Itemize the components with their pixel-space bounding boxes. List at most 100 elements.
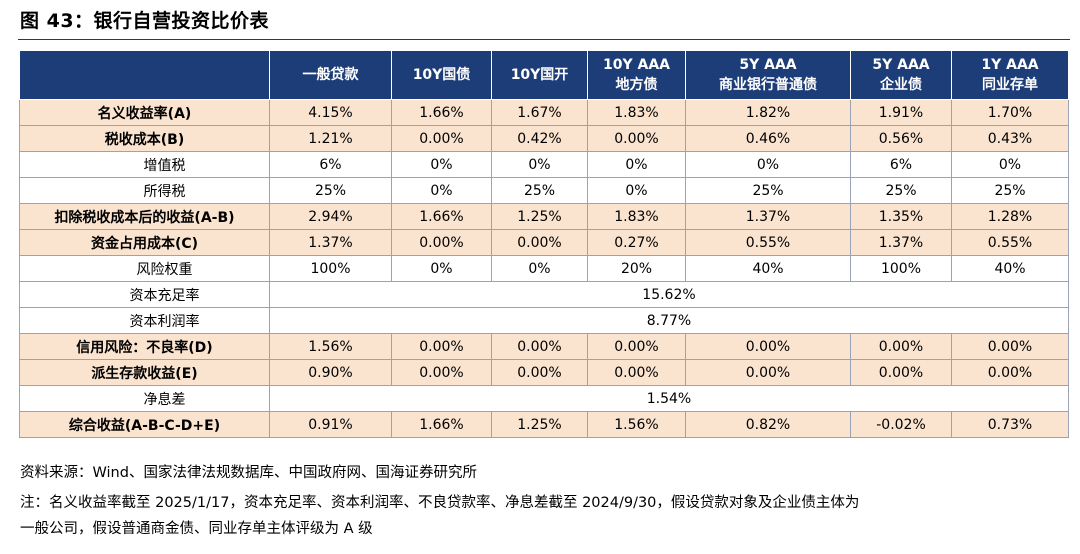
merged-value-cell: 1.54% [269, 385, 1069, 412]
table-row: 资本充足率 15.62% [19, 281, 1069, 308]
value-cell: 1.83% [587, 203, 686, 230]
merged-value-cell: 8.77% [269, 307, 1069, 334]
column-header-line1: 10Y国开 [510, 67, 569, 83]
value-cell: 25% [269, 177, 392, 204]
value-cell: 0.00% [391, 333, 492, 360]
value-cell: 0.00% [685, 333, 851, 360]
value-cell: 1.83% [587, 99, 686, 126]
value-cell: 0.00% [491, 333, 588, 360]
value-cell: 0.00% [491, 229, 588, 256]
row-label: 税收成本(B) [19, 125, 270, 152]
header-corner [19, 50, 270, 100]
value-cell: 0.55% [685, 229, 851, 256]
value-cell: 0.90% [269, 359, 392, 386]
value-cell: 1.56% [587, 411, 686, 438]
value-cell: 0% [491, 151, 588, 178]
value-cell: 1.67% [491, 99, 588, 126]
row-label: 扣除税收成本后的收益(A-B) [19, 203, 270, 230]
column-header-line1: 一般贷款 [302, 67, 359, 83]
column-header: 10Y AAA 地方债 [587, 50, 686, 100]
figure-title: 图 43：银行自营投资比价表 [20, 10, 270, 32]
value-cell: 0.00% [951, 333, 1069, 360]
table-row: 净息差 1.54% [19, 385, 1069, 412]
value-cell: 2.94% [269, 203, 392, 230]
column-header: 5Y AAA 企业债 [850, 50, 952, 100]
table-row: 扣除税收成本后的收益(A-B) 2.94% 1.66% 1.25% 1.83% 1.37%… [19, 203, 1069, 230]
table-row: 所得税 25% 0% 25% 0% 25% 25% 25% [19, 177, 1069, 204]
value-cell: 0% [951, 151, 1069, 178]
value-cell: 0.00% [391, 359, 492, 386]
table-row: 派生存款收益(E) 0.90% 0.00% 0.00% 0.00% 0.00% 0.00% 0… [19, 359, 1069, 386]
row-label: 资本充足率 [19, 281, 270, 308]
value-cell: 1.25% [491, 411, 588, 438]
value-cell: 0.91% [269, 411, 392, 438]
value-cell: 0.00% [587, 125, 686, 152]
value-cell: 25% [491, 177, 588, 204]
column-header-line2: 商业银行普通债 [719, 77, 817, 93]
footnote-line-2: 一般公司，假设普通商金债、同业存单主体评级为 A 级 [20, 521, 373, 537]
value-cell: 0% [685, 151, 851, 178]
column-header: 5Y AAA 商业银行普通债 [685, 50, 851, 100]
column-header-line2: 企业债 [880, 77, 922, 93]
column-header-line1: 10Y国债 [412, 67, 471, 83]
value-cell: 0.82% [685, 411, 851, 438]
value-cell: 0.00% [850, 359, 952, 386]
value-cell: 0.00% [951, 359, 1069, 386]
value-cell: 1.35% [850, 203, 952, 230]
value-cell: 0% [587, 151, 686, 178]
value-cell: 0% [391, 255, 492, 282]
value-cell: 25% [685, 177, 851, 204]
value-cell: 6% [269, 151, 392, 178]
value-cell: 6% [850, 151, 952, 178]
row-label: 所得税 [19, 177, 270, 204]
value-cell: 1.25% [491, 203, 588, 230]
table-row: 信用风险：不良率(D) 1.56% 0.00% 0.00% 0.00% 0.00% 0.00… [19, 333, 1069, 360]
value-cell: 0.46% [685, 125, 851, 152]
value-cell: 100% [850, 255, 952, 282]
value-cell: 0.43% [951, 125, 1069, 152]
value-cell: 0.55% [951, 229, 1069, 256]
value-cell: 25% [850, 177, 952, 204]
footnote-line-1: 注：名义收益率截至 2025/1/17，资本充足率、资本利润率、不良贷款率、净息… [20, 495, 860, 511]
value-cell: 0.42% [491, 125, 588, 152]
column-header-line1: 5Y AAA [872, 57, 930, 73]
value-cell: 4.15% [269, 99, 392, 126]
value-cell: 1.66% [391, 411, 492, 438]
value-cell: 0.00% [850, 333, 952, 360]
value-cell: 0% [587, 177, 686, 204]
value-cell: 0.00% [491, 359, 588, 386]
value-cell: 40% [685, 255, 851, 282]
row-label: 名义收益率(A) [19, 99, 270, 126]
row-label: 增值税 [19, 151, 270, 178]
value-cell: 0.00% [587, 359, 686, 386]
source-note: 资料来源：Wind、国家法律法规数据库、中国政府网、国海证券研究所 [20, 465, 477, 481]
row-label: 风险权重 [19, 255, 270, 282]
row-label: 信用风险：不良率(D) [19, 333, 270, 360]
table-row: 增值税 6% 0% 0% 0% 0% 6% 0% [19, 151, 1069, 178]
value-cell: 0.00% [391, 229, 492, 256]
row-label: 资本利润率 [19, 307, 270, 334]
value-cell: 0.73% [951, 411, 1069, 438]
value-cell: 0.27% [587, 229, 686, 256]
column-header: 10Y国债 [391, 50, 492, 100]
value-cell: 0.00% [587, 333, 686, 360]
table-row: 税收成本(B) 1.21% 0.00% 0.42% 0.00% 0.46% 0.56% 0.4… [19, 125, 1069, 152]
column-header: 10Y国开 [491, 50, 588, 100]
table-row: 资金占用成本(C) 1.37% 0.00% 0.00% 0.27% 0.55% 1.37% 0… [19, 229, 1069, 256]
row-label: 净息差 [19, 385, 270, 412]
value-cell: 1.70% [951, 99, 1069, 126]
value-cell: 0% [491, 255, 588, 282]
value-cell: 0.00% [391, 125, 492, 152]
row-label: 派生存款收益(E) [19, 359, 270, 386]
value-cell: 0% [391, 177, 492, 204]
merged-value-cell: 15.62% [269, 281, 1069, 308]
value-cell: 25% [951, 177, 1069, 204]
value-cell: 0% [391, 151, 492, 178]
row-label: 资金占用成本(C) [19, 229, 270, 256]
table-body: 名义收益率(A) 4.15% 1.66% 1.67% 1.83% 1.82% 1.91% 1.… [19, 99, 1069, 438]
column-header-line2: 同业存单 [982, 77, 1038, 93]
comparison-table: 一般贷款 10Y国债 10Y国开 10Y AAA 地方债 5Y AAA 商业银行普通债 5Y … [19, 50, 1069, 438]
value-cell: 0.56% [850, 125, 952, 152]
value-cell: 1.28% [951, 203, 1069, 230]
value-cell: 1.37% [685, 203, 851, 230]
